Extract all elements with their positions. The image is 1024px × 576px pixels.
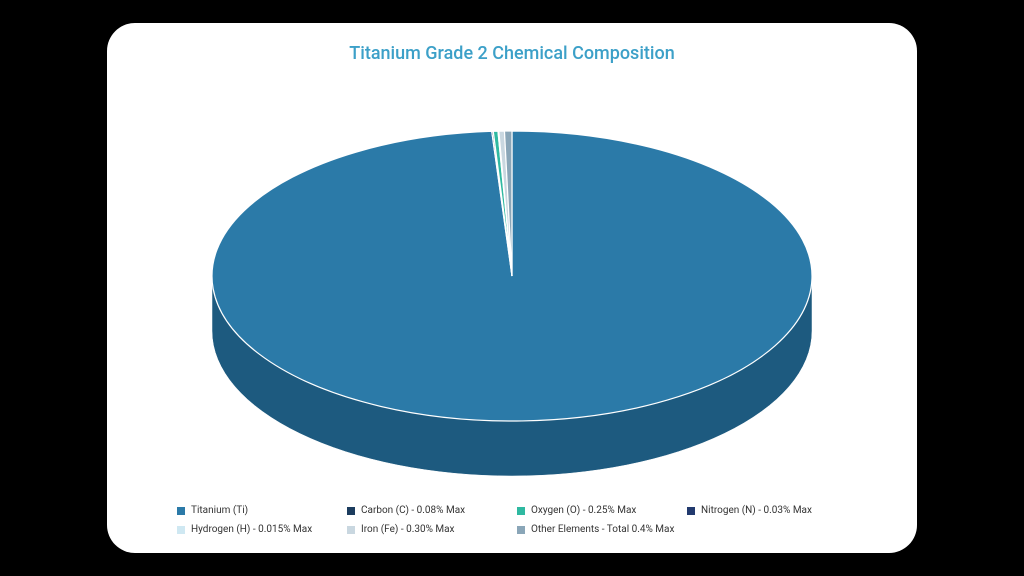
legend-swatch bbox=[687, 507, 695, 515]
legend-label: Nitrogen (N) - 0.03% Max bbox=[701, 505, 812, 516]
chart-title: Titanium Grade 2 Chemical Composition bbox=[137, 43, 887, 64]
legend-label: Hydrogen (H) - 0.015% Max bbox=[191, 524, 312, 535]
legend-label: Titanium (Ti) bbox=[191, 505, 248, 516]
legend-item: Hydrogen (H) - 0.015% Max bbox=[177, 524, 337, 535]
legend-item: Titanium (Ti) bbox=[177, 505, 337, 516]
chart-card: Titanium Grade 2 Chemical Composition Ti… bbox=[107, 23, 917, 553]
legend-label: Carbon (C) - 0.08% Max bbox=[361, 505, 465, 516]
legend-item: Nitrogen (N) - 0.03% Max bbox=[687, 505, 847, 516]
legend-label: Oxygen (O) - 0.25% Max bbox=[531, 505, 636, 516]
legend: Titanium (Ti) Carbon (C) - 0.08% Max Oxyge… bbox=[137, 499, 887, 535]
legend-swatch bbox=[517, 526, 525, 534]
pie-chart bbox=[142, 86, 882, 486]
legend-item: Other Elements - Total 0.4% Max bbox=[517, 524, 677, 535]
legend-swatch bbox=[177, 507, 185, 515]
legend-label: Other Elements - Total 0.4% Max bbox=[531, 524, 674, 535]
legend-swatch bbox=[347, 526, 355, 534]
chart-area bbox=[137, 72, 887, 499]
legend-swatch bbox=[517, 507, 525, 515]
legend-swatch bbox=[177, 526, 185, 534]
legend-label: Iron (Fe) - 0.30% Max bbox=[361, 524, 455, 535]
legend-swatch bbox=[347, 507, 355, 515]
legend-item: Carbon (C) - 0.08% Max bbox=[347, 505, 507, 516]
legend-item: Oxygen (O) - 0.25% Max bbox=[517, 505, 677, 516]
legend-item: Iron (Fe) - 0.30% Max bbox=[347, 524, 507, 535]
